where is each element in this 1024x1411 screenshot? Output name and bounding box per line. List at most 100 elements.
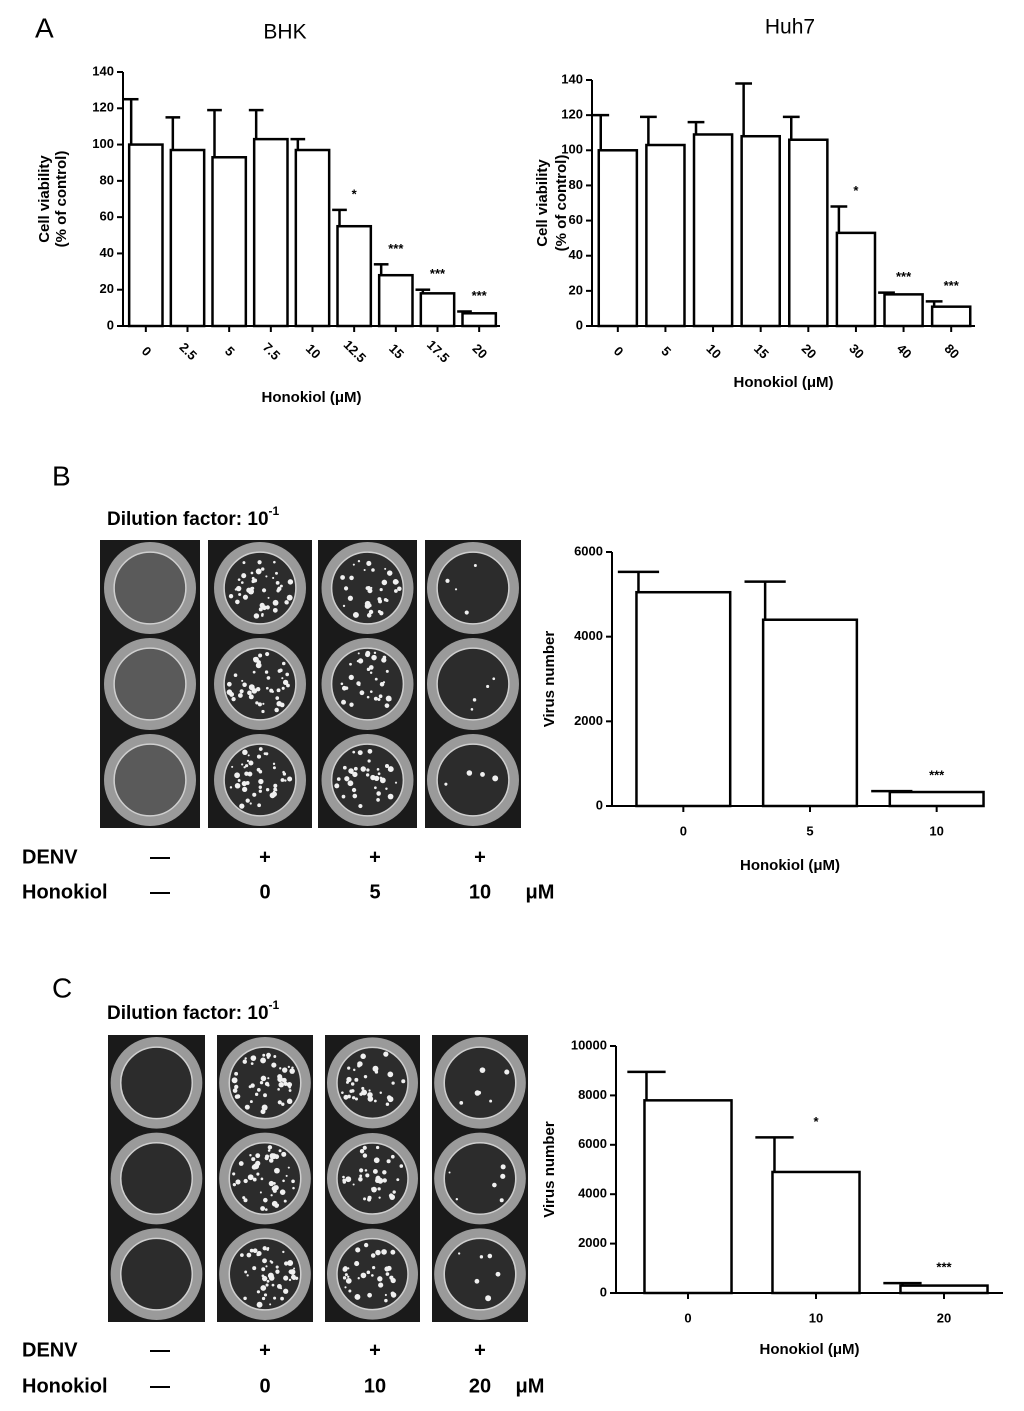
plaque (397, 586, 402, 591)
plaque (271, 1185, 277, 1192)
row-label: Honokiol (22, 1375, 108, 1397)
plaque (457, 1252, 461, 1255)
plaque (241, 763, 244, 766)
plaque (365, 773, 370, 777)
plaque (246, 1252, 252, 1258)
plaque (257, 560, 262, 565)
plaque (235, 1179, 241, 1185)
plaque (344, 1273, 348, 1277)
plaque (347, 1275, 350, 1278)
bar (645, 143, 686, 328)
bar (899, 1284, 989, 1295)
plaque (385, 787, 388, 790)
plaque (448, 1171, 451, 1174)
plaque (347, 1066, 351, 1070)
plaque (280, 778, 285, 782)
plaque (252, 792, 257, 797)
plaque (352, 750, 356, 754)
plaque (354, 1261, 360, 1267)
plaque (474, 1278, 480, 1284)
x-tick-label: 5 (658, 343, 674, 359)
significance-label: *** (430, 266, 446, 281)
plaque (342, 765, 347, 770)
plaque (281, 686, 285, 690)
plaque (262, 1053, 266, 1057)
plaque (270, 1194, 273, 1197)
plaque (285, 672, 290, 677)
row-cell: — (150, 881, 170, 903)
plaque (238, 592, 242, 597)
plaque (378, 694, 383, 699)
plaque (360, 1053, 366, 1059)
plaque (349, 1089, 353, 1094)
plaque (354, 1294, 361, 1300)
plaque (244, 1057, 247, 1060)
plaque (250, 1055, 257, 1062)
plaque (369, 671, 373, 675)
y-tick-label: 6000 (578, 1136, 607, 1151)
plaque (371, 654, 377, 661)
row-cell: + (369, 1339, 381, 1361)
y-axis-label: (% of control) (553, 155, 570, 252)
plaque (233, 673, 238, 677)
plaque (368, 1089, 371, 1092)
plaque (367, 759, 371, 763)
plaque (256, 1252, 260, 1257)
plaque (243, 1178, 248, 1184)
plaque (369, 690, 373, 693)
plaque (376, 798, 380, 802)
plaque (375, 1145, 380, 1150)
well (436, 743, 510, 817)
plaque (445, 578, 450, 583)
plaque (271, 1283, 275, 1287)
plaque (252, 1266, 257, 1271)
plaque (359, 1149, 365, 1154)
plaque (275, 1265, 279, 1269)
plaque (377, 1177, 384, 1184)
plaque (372, 1266, 376, 1270)
x-tick-label: 30 (846, 341, 867, 362)
row-cell: + (259, 1339, 271, 1361)
plaque (492, 1182, 497, 1188)
plaque (374, 677, 378, 681)
plaque (391, 1081, 395, 1085)
plaque (283, 1199, 287, 1203)
plaque (266, 1083, 270, 1087)
plaque (359, 690, 365, 696)
plaque (244, 771, 249, 776)
bar (888, 790, 985, 808)
plaque (341, 1091, 344, 1094)
plaque (261, 614, 264, 617)
plaque (245, 798, 250, 803)
plaque (367, 585, 371, 590)
dilution-label: Dilution factor: 10-1 (107, 998, 280, 1024)
row-cell: 0 (259, 881, 270, 903)
plaque (381, 657, 387, 663)
plaque (255, 1153, 261, 1159)
plaque (279, 668, 283, 673)
plaque (275, 581, 280, 585)
plaque (357, 652, 360, 655)
plaque (384, 1298, 388, 1303)
plaque (258, 789, 262, 793)
plaque (260, 1109, 266, 1115)
plaque (234, 1084, 239, 1090)
dilution-text: Dilution factor: 10 (107, 1003, 269, 1024)
well (113, 551, 187, 625)
plaque (250, 1062, 254, 1066)
y-tick-label: 140 (92, 63, 114, 78)
y-tick-label: 60 (100, 209, 114, 224)
plaque (357, 559, 361, 563)
plaque (263, 1093, 267, 1098)
y-tick-label: 0 (596, 797, 603, 812)
plaque (247, 690, 252, 696)
plaque (240, 581, 244, 584)
plaque (261, 567, 265, 571)
plaque (237, 693, 243, 698)
row-label: Honokiol (22, 881, 108, 903)
plaque (253, 1163, 260, 1170)
plaque (379, 587, 383, 592)
bar (377, 273, 414, 328)
plaque (385, 1272, 390, 1276)
plaque (401, 1079, 406, 1084)
